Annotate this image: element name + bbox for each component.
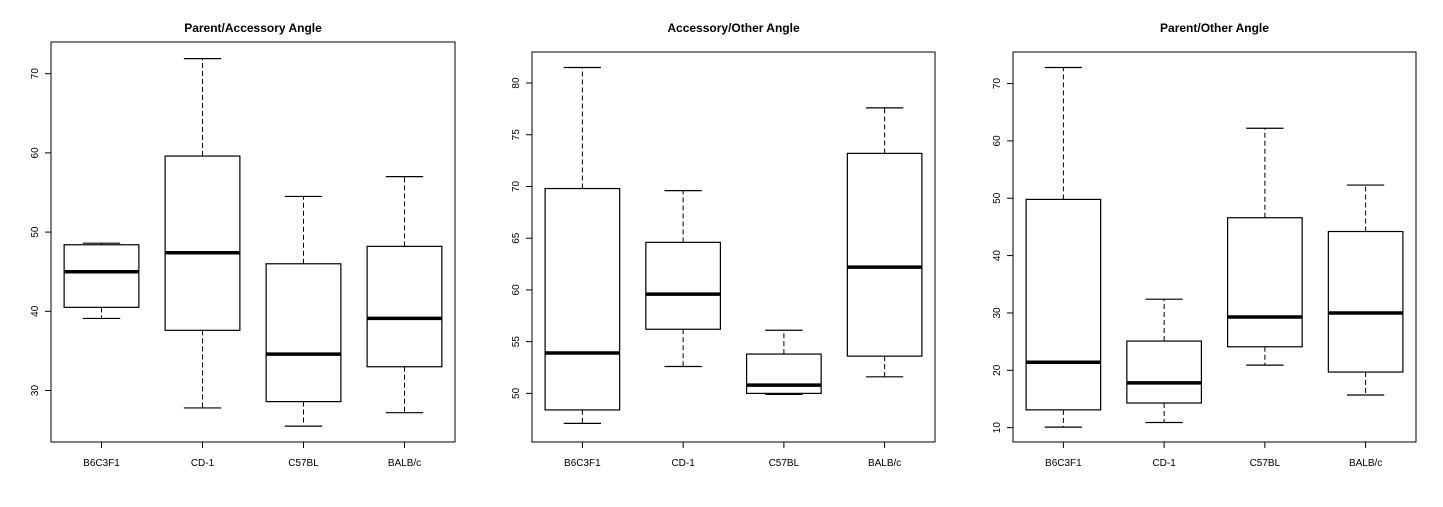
box-body [63,244,140,308]
box-C57BL [1226,127,1303,366]
y-tick-label: 55 [511,336,522,348]
x-tick-label: C57BL [288,458,319,469]
y-tick-label: 70 [30,68,41,80]
y-tick-label: 70 [992,78,1003,90]
plot-frame [1012,51,1417,443]
box-CD-1 [1126,298,1203,424]
chart-title: Parent/Other Angle [1160,21,1269,35]
box-B6C3F1 [544,66,621,424]
box-body [1327,230,1404,373]
box-body [1126,340,1203,404]
box-BALB/c [846,107,923,378]
y-tick-label: 60 [992,135,1003,147]
y-tick-label: 75 [511,129,522,141]
x-tick-label: CD-1 [671,458,695,469]
box-C57BL [265,195,342,427]
box-body [366,245,443,368]
box-body [265,263,342,403]
box-B6C3F1 [1025,66,1102,428]
box-BALB/c [1327,184,1404,396]
y-tick-label: 60 [511,284,522,296]
box-body [544,187,621,411]
box-C57BL [745,329,822,396]
y-tick-label: 50 [992,192,1003,204]
box-body [645,241,722,330]
y-tick-label: 40 [992,250,1003,262]
y-tick-label: 40 [30,305,41,317]
y-tick-label: 50 [511,387,522,399]
plot-frame [50,41,456,443]
plot-frame [531,51,936,443]
x-tick-label: C57BL [1250,458,1281,469]
box-body [846,152,923,357]
x-tick-label: C57BL [769,458,800,469]
y-tick-label: 80 [511,77,522,89]
y-tick-label: 65 [511,232,522,244]
box-body [1226,217,1303,348]
box-B6C3F1 [63,242,140,320]
chart-panel-1: Parent/Accessory Angle 30 40 50 60 70 B6C3F1 CD… [30,21,456,469]
x-tick-label: BALB/c [388,458,421,469]
box-CD-1 [645,190,722,368]
box-CD-1 [164,58,241,409]
x-tick-label: BALB/c [1349,458,1382,469]
y-tick-label: 20 [992,364,1003,376]
box-body [164,155,241,331]
chart-panel-2: Accessory/Other Angle 50 55 60 65 70 75 80 B6C3F… [511,21,936,469]
box-body [745,353,822,394]
box-BALB/c [366,176,443,414]
y-tick-label: 30 [30,385,41,397]
y-tick-label: 50 [30,226,41,238]
x-tick-label: B6C3F1 [83,458,120,469]
y-tick-label: 60 [30,147,41,159]
chart-title: Accessory/Other Angle [667,21,800,35]
x-tick-label: CD-1 [191,458,215,469]
y-tick-label: 30 [992,307,1003,319]
chart-title: Parent/Accessory Angle [184,21,322,35]
x-tick-label: B6C3F1 [1045,458,1082,469]
box-body [1025,198,1102,411]
y-tick-label: 70 [511,180,522,192]
chart-panel-3: Parent/Other Angle 10 20 30 40 50 60 70 B6C3F1 CD… [992,21,1417,469]
x-tick-label: B6C3F1 [564,458,601,469]
x-tick-label: CD-1 [1152,458,1176,469]
x-tick-label: BALB/c [868,458,901,469]
y-tick-label: 10 [992,422,1003,434]
